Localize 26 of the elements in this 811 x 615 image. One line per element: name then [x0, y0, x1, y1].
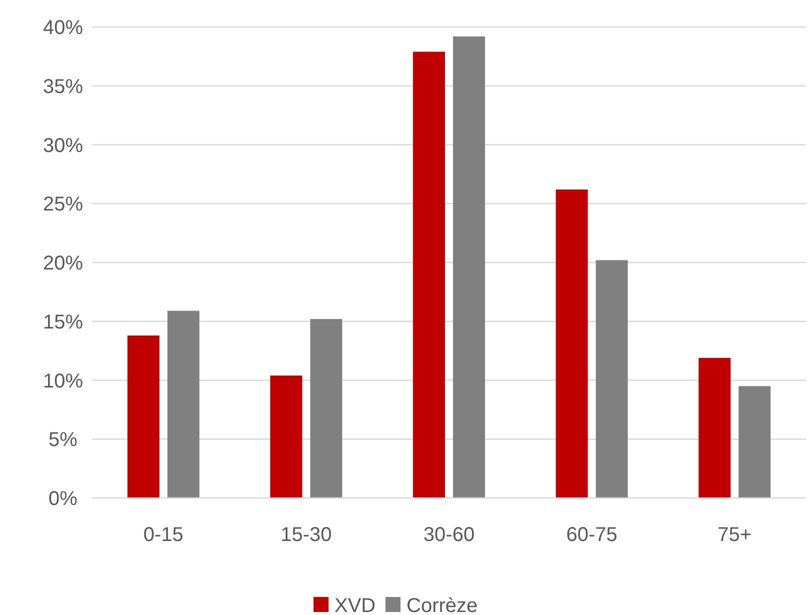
- y-tick-label: 5%: [48, 429, 78, 452]
- bar: [738, 386, 771, 498]
- x-tick-label: 15-30: [280, 524, 332, 546]
- y-tick-label: 15%: [42, 311, 84, 334]
- bar: [167, 310, 200, 498]
- x-tick-label: 60-75: [566, 524, 618, 546]
- x-tick-label: 0-15: [143, 524, 184, 546]
- bar: [698, 358, 731, 498]
- bar: [556, 189, 588, 498]
- y-tick-label: 35%: [42, 76, 84, 98]
- y-tick-label: 30%: [42, 134, 84, 157]
- x-tick-label: 75+: [718, 524, 752, 546]
- bar: [127, 336, 160, 498]
- x-tick-label: 30-60: [423, 524, 475, 546]
- bar: [413, 52, 445, 498]
- bar: [453, 36, 485, 498]
- y-tick-label: 0%: [48, 488, 78, 510]
- bar: [270, 376, 302, 498]
- bar: [310, 319, 342, 498]
- bar: [596, 260, 628, 498]
- legend-label: XVD: [334, 595, 376, 615]
- legend-label: Corrèze: [406, 595, 478, 615]
- y-tick-label: 25%: [42, 194, 84, 216]
- y-tick-label: 40%: [42, 17, 84, 39]
- y-tick-label: 10%: [42, 370, 84, 392]
- y-tick-label: 20%: [42, 252, 84, 274]
